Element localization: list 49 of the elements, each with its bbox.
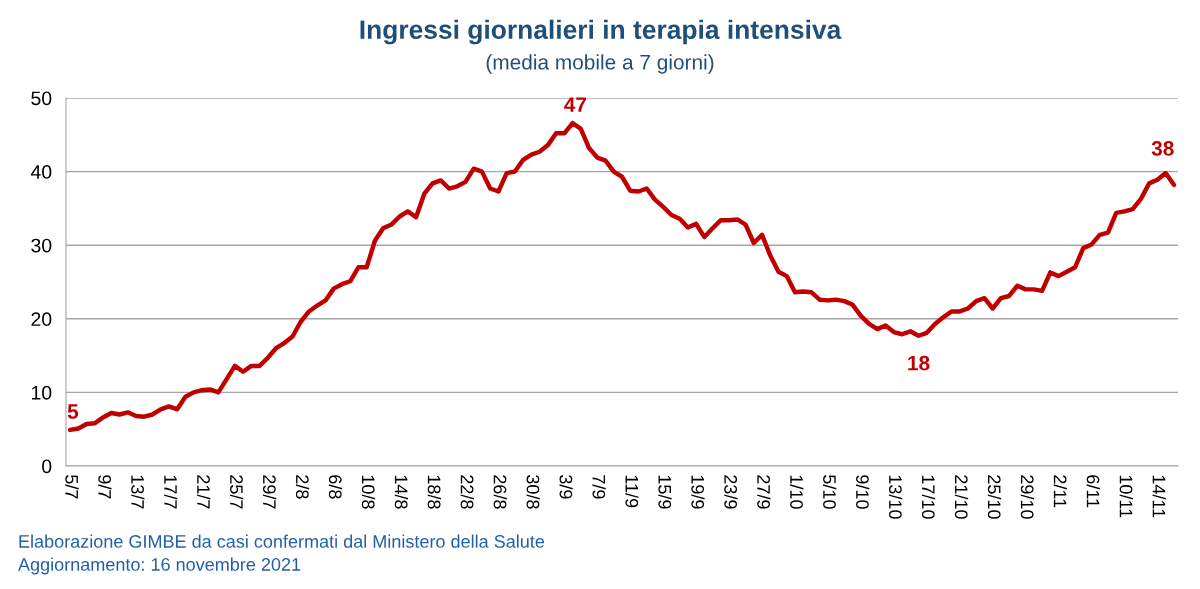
x-tick-label: 21/10 <box>954 475 969 519</box>
x-tick-label: 14/11 <box>1152 475 1166 518</box>
x-tick-label: 14/8 <box>394 475 409 509</box>
x-tick-label: 10/8 <box>361 475 376 509</box>
x-tick-label: 9/10 <box>856 475 870 509</box>
x-tick-label: 19/9 <box>691 475 705 509</box>
text: Elaborazione GIMBE da casi confermati dal Ministero della Salute <box>19 534 545 548</box>
y-tick-label: 20 <box>31 312 52 327</box>
x-tick-label: 29/7 <box>262 475 277 509</box>
y-tick-label: 0 <box>42 459 52 474</box>
line-series <box>67 120 1177 433</box>
x-tick-label: 29/10 <box>1020 475 1035 519</box>
x-tick-label: 27/9 <box>757 475 771 509</box>
x-tick-label: 7/9 <box>592 475 606 499</box>
y-tick-label: 40 <box>30 165 52 179</box>
chart-subtitle: (media mobile a 7 giorni) <box>486 54 714 74</box>
x-tick-label: 30/8 <box>526 475 540 509</box>
x-tick-label: 23/9 <box>724 475 738 509</box>
x-tick-label: 2/8 <box>295 475 310 499</box>
x-tick-label: 25/7 <box>230 475 244 509</box>
x-tick-label: 3/9 <box>559 475 573 499</box>
data-label: 38 <box>1151 140 1174 156</box>
x-tick-label: 2/11 <box>1053 475 1067 508</box>
x-tick-label: 22/8 <box>460 475 474 509</box>
x-tick-label: 17/10 <box>921 475 936 519</box>
x-tick-label: 13/10 <box>888 475 903 519</box>
y-tick-label: 50 <box>31 91 52 106</box>
x-tick-label: 25/10 <box>987 475 1002 519</box>
data-label: 47 <box>564 97 587 112</box>
y-tick-label: 10 <box>31 385 52 400</box>
x-tick-label: 26/8 <box>493 475 507 509</box>
x-tick-label: 18/8 <box>427 475 441 509</box>
text: Aggiornamento: 16 novembre 2021 <box>18 557 301 575</box>
x-tick-label: 10/11 <box>1119 475 1133 518</box>
x-tick-label: 17/7 <box>164 475 178 509</box>
x-tick-label: 13/7 <box>131 475 145 509</box>
x-tick-label: 5/10 <box>823 475 837 509</box>
x-tick-label: 6/8 <box>328 475 343 499</box>
x-tick-label: 15/9 <box>658 475 672 509</box>
x-tick-label: 11/9 <box>625 475 639 508</box>
x-tick-label: 1/10 <box>790 475 804 509</box>
data-label: 18 <box>908 355 930 371</box>
data-label: 5 <box>67 404 79 419</box>
x-tick-label: 6/11 <box>1086 475 1100 508</box>
x-tick-label: 21/7 <box>197 475 211 509</box>
y-tick-label: 30 <box>31 238 52 253</box>
x-tick-label: 9/7 <box>98 475 112 499</box>
x-tick-label: 5/7 <box>65 475 79 499</box>
chart-title: Ingressi giornalieri in terapia intensiva <box>360 19 842 45</box>
